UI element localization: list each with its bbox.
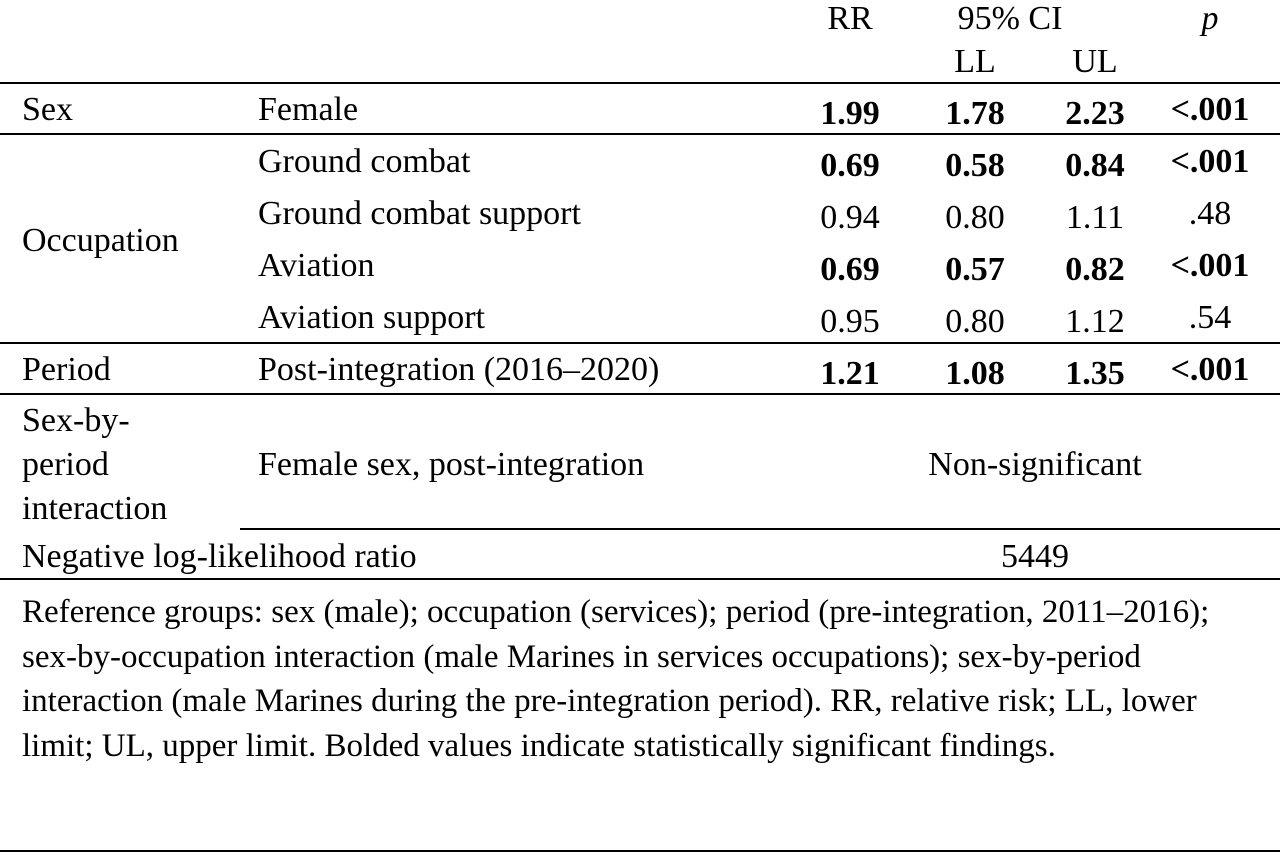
row-ground-combat-ul: 0.84 xyxy=(1065,147,1125,184)
row-ground-combat-rr: 0.69 xyxy=(820,147,880,184)
row-interaction-label: Female sex, post-integration xyxy=(258,446,645,483)
row-ground-combat-ll: 0.58 xyxy=(945,147,1005,184)
rule-header xyxy=(0,82,1280,84)
row-post-integration-p: <.001 xyxy=(1170,351,1250,388)
rule-interaction xyxy=(240,528,1280,530)
row-post-integration-rr: 1.21 xyxy=(820,355,880,392)
row-female-ul: 2.23 xyxy=(1065,95,1125,132)
row-ground-combat-support-ll: 0.80 xyxy=(945,199,1005,236)
row-ground-combat-support-label: Ground combat support xyxy=(258,195,581,232)
row-ground-combat-label: Ground combat xyxy=(258,143,471,180)
row-aviation-support-rr: 0.95 xyxy=(820,303,880,340)
row-aviation-label: Aviation xyxy=(258,247,375,284)
row-likelihood-label: Negative log-likelihood ratio xyxy=(22,538,417,575)
rule-occupation xyxy=(0,342,1280,344)
row-female-p: <.001 xyxy=(1170,91,1250,128)
group-interaction-line1: Sex-by- xyxy=(22,402,130,439)
rule-likelihood xyxy=(0,578,1280,580)
row-aviation-support-ll: 0.80 xyxy=(945,303,1005,340)
rule-sex xyxy=(0,133,1280,135)
row-ground-combat-support-rr: 0.94 xyxy=(820,199,880,236)
table-footnote: Reference groups: sex (male); occupation… xyxy=(22,594,1210,764)
row-interaction-result: Non-significant xyxy=(928,446,1142,483)
row-female-rr: 1.99 xyxy=(820,95,880,132)
group-interaction-line3: interaction xyxy=(22,490,168,527)
header-ul: UL xyxy=(1072,43,1118,80)
row-aviation-support-ul: 1.12 xyxy=(1065,303,1125,340)
row-aviation-rr: 0.69 xyxy=(820,251,880,288)
group-interaction-line2: period xyxy=(22,446,109,483)
row-post-integration-ul: 1.35 xyxy=(1065,355,1125,392)
row-aviation-support-label: Aviation support xyxy=(258,299,485,336)
row-ground-combat-support-ul: 1.11 xyxy=(1065,199,1125,236)
header-p: p xyxy=(1201,0,1219,37)
row-aviation-support-p: .54 xyxy=(1188,299,1232,336)
rule-bottom xyxy=(0,850,1280,852)
group-occupation: Occupation xyxy=(22,222,179,259)
row-post-integration-ll: 1.08 xyxy=(945,355,1005,392)
row-female-ll: 1.78 xyxy=(945,95,1005,132)
header-ci: 95% CI xyxy=(957,0,1063,37)
header-rr: RR xyxy=(827,0,873,37)
header-ll: LL xyxy=(954,43,996,80)
row-ground-combat-support-p: .48 xyxy=(1188,195,1232,232)
row-aviation-ul: 0.82 xyxy=(1065,251,1125,288)
row-likelihood-value: 5449 xyxy=(1001,538,1069,575)
row-aviation-ll: 0.57 xyxy=(945,251,1005,288)
row-post-integration-label: Post-integration (2016–2020) xyxy=(258,351,660,388)
rule-period xyxy=(0,393,1280,395)
group-sex: Sex xyxy=(22,91,73,128)
row-ground-combat-p: <.001 xyxy=(1170,143,1250,180)
group-period: Period xyxy=(22,351,111,388)
row-aviation-p: <.001 xyxy=(1170,247,1250,284)
row-female-label: Female xyxy=(258,91,359,128)
